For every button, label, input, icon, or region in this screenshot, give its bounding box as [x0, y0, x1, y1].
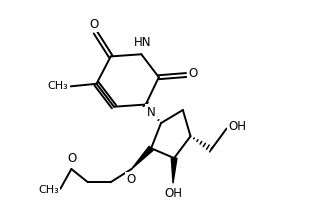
Text: HN: HN: [134, 36, 151, 49]
Text: O: O: [127, 173, 136, 186]
Text: O: O: [189, 67, 198, 81]
Polygon shape: [171, 158, 177, 183]
Text: O: O: [90, 18, 99, 31]
Text: OH: OH: [229, 120, 247, 133]
Text: CH₃: CH₃: [48, 81, 69, 91]
Text: HN: HN: [134, 36, 151, 49]
Text: OH: OH: [164, 187, 182, 200]
Text: OH: OH: [229, 120, 247, 133]
Text: O: O: [127, 173, 136, 186]
Text: CH₃: CH₃: [48, 81, 69, 91]
Text: CH₃: CH₃: [38, 185, 59, 195]
Text: O: O: [189, 67, 198, 81]
Text: O: O: [67, 152, 76, 165]
Text: N: N: [147, 106, 156, 119]
Text: OH: OH: [164, 187, 182, 200]
Text: N: N: [147, 106, 156, 119]
Text: CH₃: CH₃: [38, 185, 59, 195]
Text: O: O: [90, 18, 99, 31]
Polygon shape: [131, 146, 153, 169]
Text: O: O: [67, 152, 76, 165]
